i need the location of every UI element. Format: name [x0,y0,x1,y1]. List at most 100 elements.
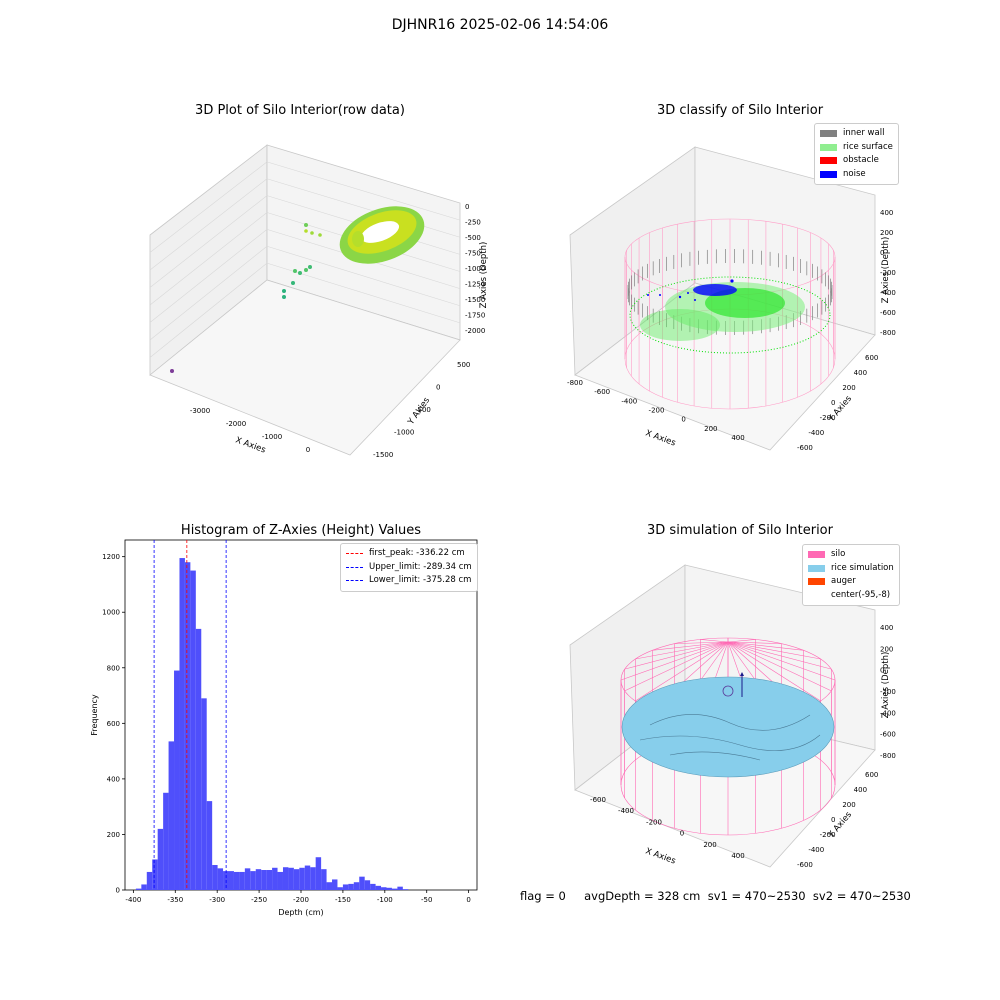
panel4-rice-simulation [621,676,835,778]
histogram-y-tick: 200 [107,831,120,839]
legend-swatch [820,157,837,165]
legend-entry: silo [808,548,894,562]
panel2-y-tick: -200 [820,414,836,422]
histogram-x-label: Depth (cm) [278,908,323,917]
panel2-3d-plot: -800 -600 -400 -200 0 200 400 600 400 200 0 -200 -40… [567,146,896,452]
histogram-bar [255,869,262,890]
panel4-z-tick: -600 [880,731,896,739]
panel1-z-tick: -1250 [465,281,485,289]
panel2-z-tick: 200 [880,229,893,237]
legend-entry: noise [820,168,893,182]
panel2-z-tick: -800 [880,329,896,337]
legend-entry: rice surface [820,141,893,155]
panel1-x-tick: -1000 [262,433,282,441]
legend-swatch [820,130,837,138]
histogram-bar [174,670,180,890]
panel4-z-label: Z Axies (Depth) [881,652,891,719]
legend-label: obstacle [843,155,879,165]
histogram-bar [201,698,207,890]
panel2-noise [647,279,737,301]
histogram-bar [321,869,327,890]
panel1-z-tick: 0 [465,203,469,211]
panel4-x-tick: -400 [618,807,634,815]
panel2-y-tick: 200 [842,384,855,392]
panel1-z-tick: -250 [465,219,481,227]
legend-swatch [820,143,837,151]
status-footer: flag = 0 avgDepth = 328 cm sv1 = 470~253… [520,889,911,903]
panel2-x-tick: -400 [621,397,637,405]
histogram-bar [288,867,294,890]
legend-label: first_peak: -336.22 cm [369,548,465,558]
panel1-z-tick: -500 [465,234,481,242]
panel4-z-tick: -800 [880,752,896,760]
histogram-bar [397,886,403,890]
histogram-bar [168,741,175,890]
histogram-bar [282,867,289,890]
legend-swatch [808,592,825,599]
histogram-bar [310,867,316,890]
legend-line-sample [346,580,363,582]
histogram-bar [212,865,218,890]
panel2-z-tick: 400 [880,209,893,217]
histogram-bar [195,628,202,890]
panel4-x-label: X Axies [644,846,677,866]
histogram-bar [304,865,311,890]
legend-entry: first_peak: -336.22 cm [346,547,472,561]
panel1-z-label: Z Axies (Depth) [479,242,489,309]
legend-label: center(-95,-8) [831,589,891,600]
panel2-x-label: X Axies [644,428,677,448]
histogram-x-tick: -200 [293,896,309,904]
panel4-z-tick: 200 [880,645,893,653]
panel2-y-tick: -400 [808,429,824,437]
histogram-bar [250,871,256,890]
panel1-z-tick: -750 [465,250,481,258]
panel1-x-tick: 0 [306,446,310,454]
histogram-bar [337,887,343,890]
legend-entry: Lower_limit: -375.28 cm [346,574,472,588]
panel4-y-tick: -400 [808,846,824,854]
figure-title: DJHNR16 2025-02-06 14:54:06 [391,17,609,33]
panel1-x-tick: -3000 [190,407,210,415]
legend-entry: Upper_limit: -289.34 cm [346,561,472,575]
histogram-bar [179,558,185,890]
panel2-rice-surface [629,276,831,354]
legend-entry: rice simulation [808,562,894,576]
histogram-bar [244,868,251,890]
panel4-z-tick: 0 [880,667,884,675]
histogram-bar [391,888,398,890]
panel4-y-tick: 200 [842,801,855,809]
panel4-3d-plot: -600 -400 -200 0 200 400 600 400 200 0 -200 -400 -60… [569,564,896,869]
panel1-z-ticks: 0 -250 -500 -750 -1000 -1250 -1500 -1750 -2000 [465,203,485,335]
panel4-auger [740,672,744,697]
panel1-points [170,206,425,373]
panel2-z-tick: -200 [880,269,896,277]
panel4-y-label: Y Axies [826,810,854,841]
panel4-y-tick: 600 [865,771,878,779]
panel2-y-tick: 0 [831,399,835,407]
histogram-y-tick: 1000 [102,609,120,617]
panel4-x-tick: -200 [646,818,662,826]
histogram-x-tick: -350 [167,896,183,904]
histogram-x-tick: -300 [209,896,225,904]
legend-label: Lower_limit: -375.28 cm [369,575,472,585]
legend-line-sample [346,566,363,568]
histogram-bar [277,871,283,890]
panel2-x-tick: -800 [567,379,583,387]
panel4-x-tick: -600 [590,796,606,804]
panel4-y-tick: -600 [797,861,813,869]
histogram-bar [326,882,333,890]
panel2-x-tick: 0 [681,416,685,424]
histogram-bar [233,871,240,890]
histogram-bar [228,871,234,890]
panel2-z-tick: -600 [880,309,896,317]
histogram-y-tick: 400 [107,775,120,783]
panel2-x-tick: -600 [594,388,610,396]
panel4-z-tick: -200 [880,688,896,696]
histogram-bar [299,867,305,890]
panel1-z-tick: -1000 [465,265,485,273]
panel2-x-tick: 400 [731,434,744,442]
legend-entry: center(-95,-8) [808,589,894,603]
histogram-bar [217,868,224,890]
histogram-bar [135,888,142,890]
panel4-legend: silo rice simulation auger center(-95,-8) [802,544,900,606]
